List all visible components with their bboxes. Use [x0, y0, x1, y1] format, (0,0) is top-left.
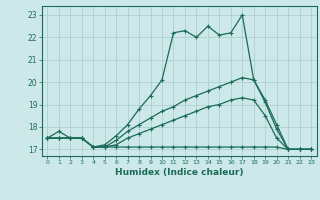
- X-axis label: Humidex (Indice chaleur): Humidex (Indice chaleur): [115, 168, 244, 177]
